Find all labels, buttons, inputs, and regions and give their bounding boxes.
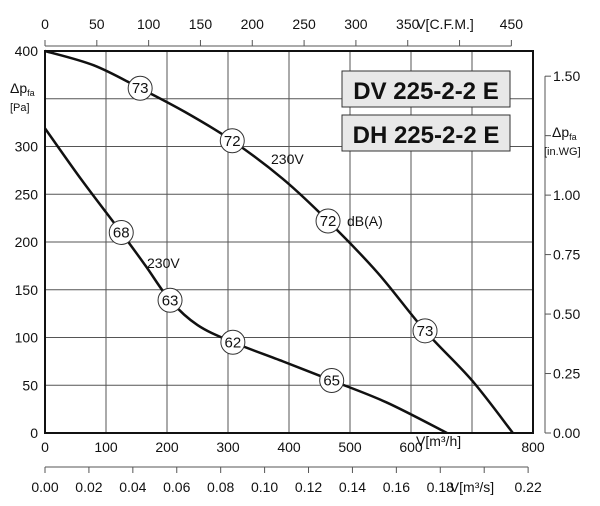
db-marker: 73 [412, 318, 438, 344]
x-tick-label: 100 [94, 439, 118, 455]
db-marker: 68 [108, 219, 134, 245]
cfm-tick-label: 50 [89, 16, 105, 32]
y-tick-label: 250 [15, 186, 39, 202]
db-marker-circle [219, 128, 245, 154]
db-unit-label: dB(A) [347, 213, 383, 229]
cfm-tick-label: 100 [137, 16, 161, 32]
db-marker-circle [315, 208, 341, 234]
m3s-tick-label: 0.14 [339, 479, 366, 495]
y-tick-label: 300 [15, 139, 39, 155]
m3s-axis-label: V[m³/s] [450, 479, 494, 495]
cfm-tick-label: 300 [344, 16, 368, 32]
m3s-tick-label: 0.12 [295, 479, 322, 495]
db-marker: 63 [157, 287, 183, 313]
right-tick-label: 1.00 [553, 187, 580, 203]
voltage-label-upper: 230V [271, 151, 304, 167]
x-axis-label: V[m³/h] [416, 433, 461, 449]
db-marker-label: 73 [417, 323, 434, 340]
y-axis-label-symbol: Δpfa [10, 80, 35, 98]
cfm-tick-label: 150 [189, 16, 213, 32]
axes: 0 100 200 300 400 500 600 800050100150200250300… [15, 16, 581, 495]
m3s-tick-label: 0.18 [427, 479, 454, 495]
cfm-tick-label: 450 [500, 16, 524, 32]
right-axis-label-symbol: Δpfa [552, 124, 577, 142]
db-marker-label: 73 [132, 80, 149, 97]
y-tick-label: 150 [15, 282, 39, 298]
x-tick-label: 800 [521, 439, 545, 455]
db-marker-circle [319, 367, 345, 393]
db-marker-circle [157, 287, 183, 313]
x-tick-label: 600 [399, 439, 423, 455]
right-tick-label: 0.00 [553, 425, 580, 441]
cfm-tick-label: 200 [241, 16, 265, 32]
m3s-tick-label: 0.04 [119, 479, 146, 495]
y-tick-label: 100 [15, 330, 39, 346]
x-tick-label: 0 [41, 439, 49, 455]
y-tick-label: 50 [22, 377, 38, 393]
m3s-tick-label: 0.22 [514, 479, 541, 495]
right-tick-label: 0.50 [553, 306, 580, 322]
x-tick-label: 200 [155, 439, 179, 455]
db-marker-circle [220, 329, 246, 355]
db-marker-label: 63 [162, 292, 179, 309]
m3s-tick-label: 0.06 [163, 479, 190, 495]
m3s-tick-label: 0.00 [31, 479, 58, 495]
db-marker: 62 [220, 329, 246, 355]
labels: DV 225-2-2 E DH 225-2-2 E 230V 230V dB(A… [10, 16, 581, 495]
m3s-tick-label: 0.02 [75, 479, 102, 495]
y-tick-label: 0 [30, 425, 38, 441]
cfm-tick-label: 350 [396, 16, 420, 32]
m3s-tick-label: 0.08 [207, 479, 234, 495]
db-marker: 73 [127, 75, 153, 101]
db-marker-label: 65 [323, 372, 340, 389]
x-tick-label: 300 [216, 439, 240, 455]
cfm-tick-label: 0 [41, 16, 49, 32]
y-tick-label: 400 [15, 43, 39, 59]
y-axis-unit: [Pa] [10, 102, 30, 114]
y-tick-label: 200 [15, 234, 39, 250]
title-box-dv: DV 225-2-2 E [341, 70, 511, 108]
right-tick-label: 0.75 [553, 247, 580, 263]
curves: 73 72 72 73 68 63 62 65 [43, 49, 514, 435]
x-tick-label: 500 [338, 439, 362, 455]
x-tick-label: 400 [277, 439, 301, 455]
db-marker-label: 68 [113, 224, 130, 241]
db-marker: 72 [219, 128, 245, 154]
db-marker-circle [127, 75, 153, 101]
plot-frame [44, 50, 534, 434]
db-marker: 65 [319, 367, 345, 393]
voltage-label-lower: 230V [147, 255, 180, 271]
title-dh: DH 225-2-2 E [353, 122, 500, 149]
db-marker-label: 72 [224, 133, 241, 150]
title-box-dh: DH 225-2-2 E [341, 114, 511, 152]
db-marker: 72 [315, 208, 341, 234]
db-marker-label: 62 [225, 334, 242, 351]
right-axis-unit: [in.WG] [544, 146, 581, 158]
db-marker-circle [412, 318, 438, 344]
m3s-tick-label: 0.10 [251, 479, 278, 495]
m3s-tick-label: 0.16 [383, 479, 410, 495]
db-marker-circle [108, 219, 134, 245]
right-tick-label: 0.25 [553, 366, 580, 382]
db-marker-label: 72 [320, 213, 337, 230]
right-tick-label: 1.50 [553, 68, 580, 84]
curve-series-2 [43, 127, 448, 435]
title-dv: DV 225-2-2 E [353, 78, 498, 105]
cfm-tick-label: 250 [292, 16, 316, 32]
cfm-axis-label: V[C.F.M.] [416, 16, 474, 32]
